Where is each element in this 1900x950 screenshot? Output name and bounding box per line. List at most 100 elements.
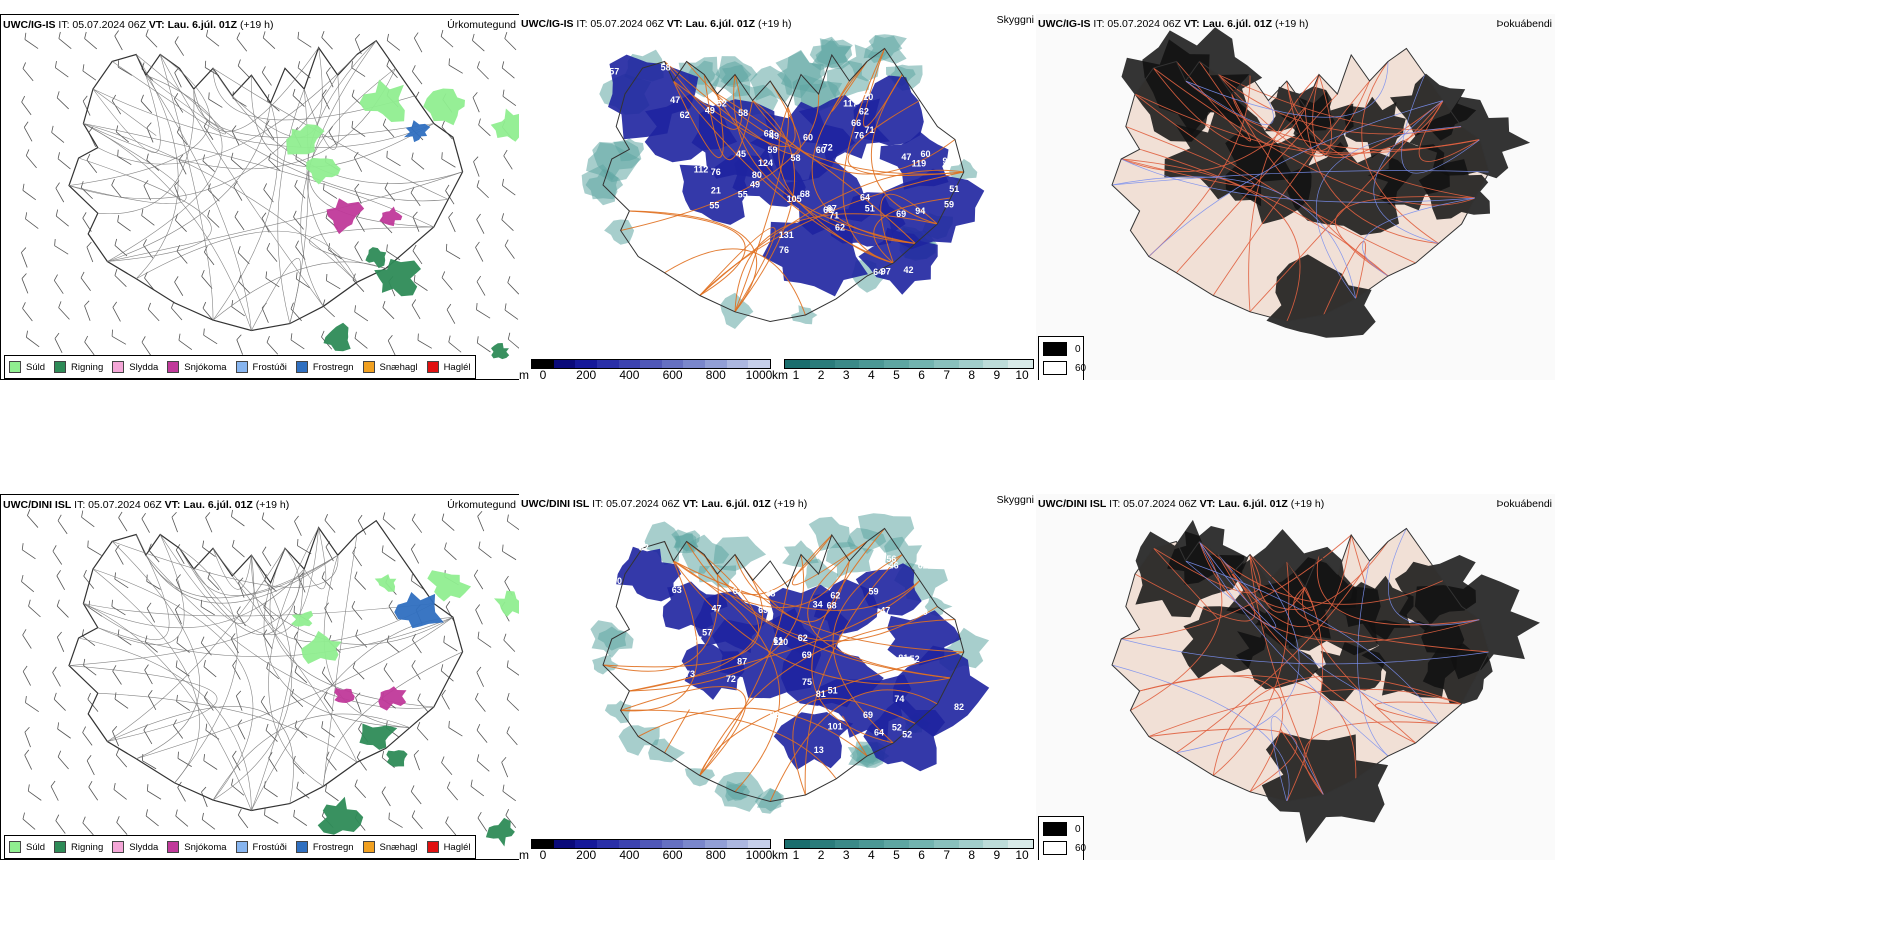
barb-staff [326, 280, 341, 290]
barb-staff [502, 550, 517, 561]
fog-area [1261, 732, 1389, 844]
wind-barb [352, 546, 362, 567]
road [251, 555, 434, 643]
barb-flag [261, 66, 266, 73]
road [703, 534, 833, 595]
road [1148, 728, 1298, 793]
barb-flag [25, 212, 28, 219]
barb-staff [351, 67, 366, 77]
wind-barb [24, 32, 39, 49]
barb-flag [446, 781, 451, 789]
barb-flag [476, 666, 482, 673]
barb-staff [146, 581, 161, 590]
barb-flag [231, 125, 237, 132]
barb-staff [57, 158, 71, 170]
barb-flag [86, 241, 92, 248]
barb-flag [324, 513, 328, 521]
iceland-coastline [1111, 47, 1490, 323]
barb-flag [175, 574, 181, 580]
barb-staff [477, 817, 488, 832]
precip-area [374, 258, 421, 297]
barb-flag [293, 210, 297, 218]
barb-staff [232, 546, 245, 558]
wind-barb [352, 661, 365, 680]
barb-flag [504, 239, 509, 246]
colorbar-cell [683, 360, 706, 368]
road [323, 534, 358, 787]
barb-staff [82, 822, 94, 836]
barb-staff [447, 787, 458, 801]
barb-flag [354, 331, 357, 339]
barb-staff [111, 100, 122, 115]
barb-staff [441, 519, 455, 531]
barb-flag [148, 543, 152, 551]
precip-area [485, 817, 515, 847]
cloud-base-area [853, 75, 924, 146]
colorbar-cell [785, 840, 810, 848]
precip-map-svg-bottom [21, 509, 519, 847]
barb-staff [116, 822, 128, 835]
barb-flag [354, 33, 360, 40]
barb-staff [507, 520, 519, 531]
cloud-base-label: 68 [764, 128, 774, 138]
colorbar-cell [553, 840, 576, 848]
wind-barb [54, 332, 63, 354]
barb-staff [476, 760, 490, 772]
colorbar-cell [983, 840, 1009, 848]
fog-legend-swatch-high [1043, 841, 1067, 855]
barb-staff [354, 577, 367, 590]
precip-area [374, 574, 397, 592]
barb-flag [24, 749, 30, 756]
cloud-base-area [762, 214, 868, 297]
road [112, 54, 226, 135]
wind-barb [22, 183, 37, 201]
road [1199, 541, 1389, 757]
barb-staff [174, 72, 182, 88]
barb-flag [501, 213, 505, 220]
wind-barb [203, 691, 214, 711]
barb-staff [58, 307, 70, 320]
barb-flag [203, 245, 208, 253]
colorbar-cell [983, 360, 1009, 368]
wind-barb [112, 665, 122, 685]
wind-barb [381, 786, 391, 807]
barb-flag [266, 336, 270, 343]
road [68, 123, 187, 205]
road [145, 75, 252, 331]
wind-barb [22, 302, 33, 322]
barb-staff [24, 39, 39, 49]
barb-flag [82, 726, 87, 733]
barb-flag [441, 271, 446, 278]
barb-flag [21, 574, 24, 582]
barb-staff [323, 189, 338, 199]
cloud-base-label: 95 [942, 156, 952, 166]
wind-barb [441, 756, 453, 776]
colorbar-cell [748, 840, 771, 848]
barb-flag [144, 635, 148, 643]
wind-barb [410, 785, 422, 805]
iceland-coastline [1111, 527, 1490, 803]
barb-staff [475, 247, 484, 262]
road [664, 709, 690, 753]
colorbar-cell [705, 360, 727, 368]
road [1301, 586, 1416, 744]
barb-flag [268, 153, 272, 160]
barb-staff [52, 672, 61, 687]
barb-flag [476, 275, 482, 282]
legend-item: Snjókoma [167, 841, 227, 853]
barb-flag [260, 695, 265, 702]
cloud-base-label: 94 [915, 206, 925, 216]
wind-barb [114, 238, 128, 257]
wind-barb [386, 244, 401, 261]
road [1111, 176, 1357, 299]
barb-staff [27, 515, 39, 528]
wind-barb [235, 690, 243, 711]
road [752, 100, 956, 175]
wind-barb [86, 153, 98, 174]
valid-time: VT: Lau. 6.júl. 01Z [666, 18, 756, 30]
barb-flag [506, 726, 510, 733]
wind-barb [114, 572, 129, 589]
barb-staff [413, 37, 423, 53]
wind-barb [266, 94, 280, 112]
wind-barb [27, 784, 42, 801]
